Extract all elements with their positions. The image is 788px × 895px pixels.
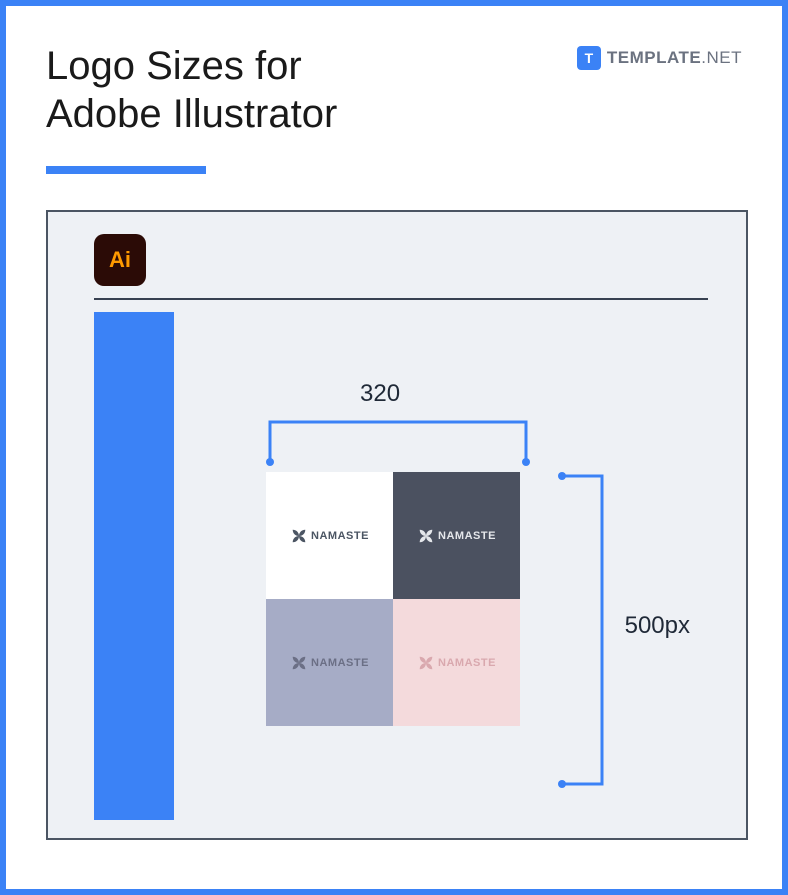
brand-name-light: .NET xyxy=(701,48,742,67)
cell-label: NAMASTE xyxy=(438,530,496,542)
brand-icon: T xyxy=(577,46,601,70)
leaf-icon xyxy=(290,654,308,672)
width-bracket xyxy=(266,416,530,466)
height-bracket xyxy=(558,472,608,788)
leaf-icon xyxy=(290,527,308,545)
brand-logo: T TEMPLATE.NET xyxy=(577,46,742,70)
illustrator-icon: Ai xyxy=(94,234,146,286)
cell-label: NAMASTE xyxy=(311,657,369,669)
logo-preview-grid: NAMASTE NAMASTE NAMASTE NAMASTE xyxy=(266,472,520,726)
title-underline xyxy=(46,166,206,174)
brand-text: TEMPLATE.NET xyxy=(607,48,742,68)
grid-cell: NAMASTE xyxy=(266,472,393,599)
grid-cell: NAMASTE xyxy=(393,472,520,599)
page-title: Logo Sizes for Adobe Illustrator xyxy=(46,42,577,138)
blue-bar xyxy=(94,312,174,820)
header: Logo Sizes for Adobe Illustrator T TEMPL… xyxy=(46,42,742,174)
leaf-icon xyxy=(417,654,435,672)
grid-cell: NAMASTE xyxy=(393,599,520,726)
infographic-frame: Logo Sizes for Adobe Illustrator T TEMPL… xyxy=(0,0,788,895)
grid-cell: NAMASTE xyxy=(266,599,393,726)
cell-label: NAMASTE xyxy=(438,657,496,669)
diagram-panel: Ai 320 500px NAMASTE NAMASTE xyxy=(46,210,748,840)
width-dimension-label: 320 xyxy=(360,380,400,408)
cell-label: NAMASTE xyxy=(311,530,369,542)
height-dimension-label: 500px xyxy=(625,612,690,640)
leaf-icon xyxy=(417,527,435,545)
brand-name-bold: TEMPLATE xyxy=(607,48,701,67)
title-block: Logo Sizes for Adobe Illustrator xyxy=(46,42,577,174)
horizontal-rule xyxy=(94,298,708,300)
